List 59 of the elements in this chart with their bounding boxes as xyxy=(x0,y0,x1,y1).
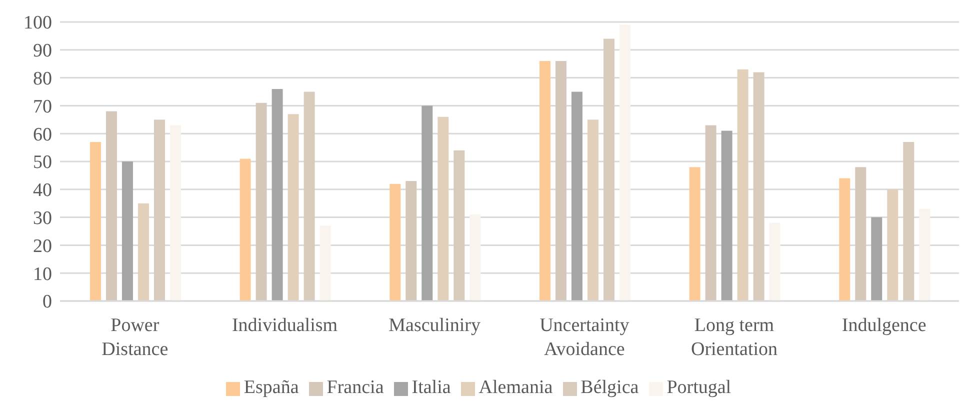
bar xyxy=(571,92,582,301)
bar xyxy=(256,102,267,301)
bar xyxy=(454,150,465,301)
y-tick-label: 50 xyxy=(33,152,52,174)
bar xyxy=(90,142,101,301)
bar xyxy=(839,178,850,301)
bar xyxy=(919,208,930,301)
bar xyxy=(603,38,614,301)
bar xyxy=(240,158,251,301)
bar xyxy=(539,61,550,301)
bar xyxy=(106,111,117,301)
bar xyxy=(272,88,283,301)
bar xyxy=(170,125,181,301)
bar xyxy=(871,217,882,301)
bar xyxy=(737,69,748,301)
bar xyxy=(422,106,433,301)
bar xyxy=(304,92,315,301)
bar xyxy=(721,130,732,301)
x-tick-label: Long term Orientation xyxy=(690,315,778,360)
y-tick-label: 0 xyxy=(42,292,52,313)
bar xyxy=(619,24,630,301)
bar xyxy=(470,214,481,301)
x-tick-label: Uncertainty Avoidance xyxy=(540,315,630,360)
legend-label: España xyxy=(244,377,299,398)
bar xyxy=(555,61,566,301)
legend-label: Portugal xyxy=(666,377,732,398)
bar xyxy=(689,167,700,301)
y-tick-label: 80 xyxy=(33,68,52,90)
legend-label: Italia xyxy=(412,377,451,398)
y-tick-label: 30 xyxy=(33,208,52,230)
x-tick-label: Individualism xyxy=(232,315,338,336)
x-tick-label: Masculiniry xyxy=(388,315,481,336)
y-tick-label: 40 xyxy=(33,180,52,202)
bar xyxy=(406,181,417,301)
bar xyxy=(138,203,149,301)
bar xyxy=(705,125,716,301)
bar xyxy=(753,72,764,301)
legend-label: Alemania xyxy=(478,377,553,398)
bar xyxy=(769,222,780,301)
y-tick-label: 10 xyxy=(33,264,52,285)
bar xyxy=(903,142,914,301)
legend-label: Bélgica xyxy=(580,377,639,398)
x-tick-label: Indulgence xyxy=(842,315,926,336)
bar xyxy=(438,116,449,301)
bar xyxy=(122,162,133,301)
y-tick-label: 90 xyxy=(33,40,52,62)
y-tick-label: 100 xyxy=(24,12,52,34)
legend-label: Francia xyxy=(326,377,384,398)
bar xyxy=(320,226,331,301)
bar xyxy=(154,120,165,301)
bar xyxy=(390,184,401,301)
y-tick-label: 60 xyxy=(33,124,52,146)
bar xyxy=(587,120,598,301)
bar xyxy=(855,167,866,301)
x-tick-label: Power Distance xyxy=(102,315,168,360)
y-tick-label: 20 xyxy=(33,236,52,257)
y-tick-label: 70 xyxy=(33,96,52,118)
bar xyxy=(288,114,299,301)
bar xyxy=(887,189,898,301)
